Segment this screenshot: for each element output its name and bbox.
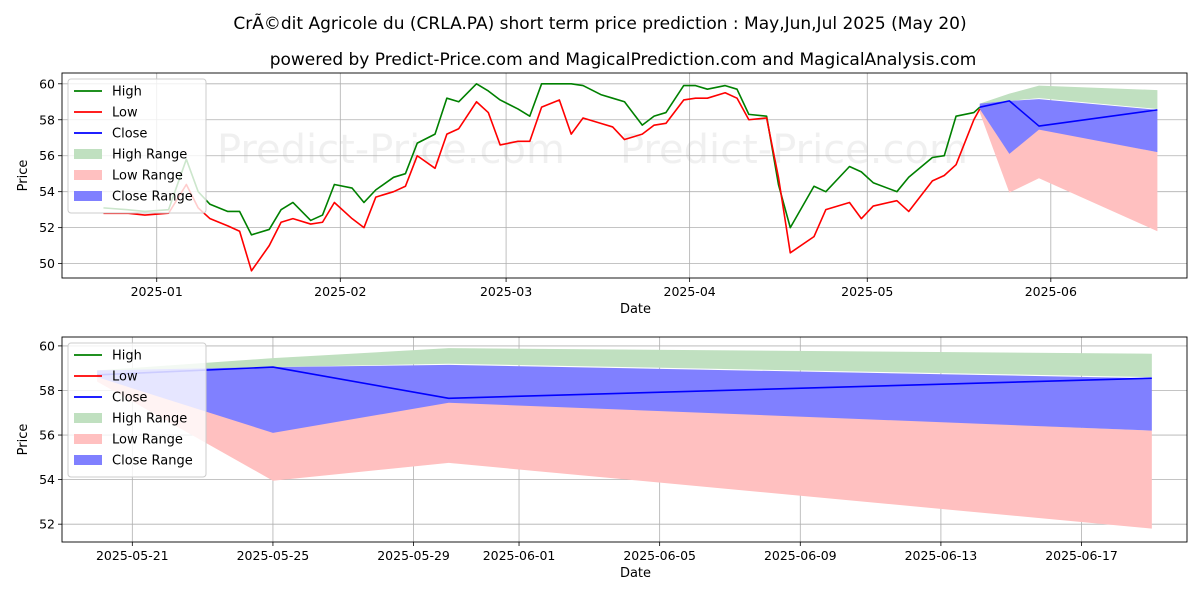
close-series-line [979,100,1158,127]
axes-frame [61,336,1188,543]
y-tick-label: 56 [39,428,55,443]
y-tick-label: 58 [39,383,55,398]
legend-label: High [112,349,142,364]
x-tick-label: 2025-06-17 [1045,548,1118,563]
y-axis-label: Price [16,160,31,192]
close-range-legend-swatch [74,455,102,465]
x-tick-label: 2025-06-13 [905,548,978,563]
high-range-legend-swatch [74,149,102,159]
x-tick-label: 2025-06-01 [483,548,556,563]
x-tick-label: 2025-02 [314,284,366,299]
legend-label: Low Range [112,433,183,448]
watermark-text: Predict-Price.com [217,127,565,173]
bottom-panel: Predict-Price.comPredict-Price.com525456… [16,336,1188,581]
chart-title: CrÃ©dit Agricole du (CRLA.PA) short term… [233,12,966,34]
low-range-legend-swatch [74,170,102,180]
legend-label: Close [112,127,147,142]
y-tick-label: 56 [39,148,55,163]
legend-box [67,342,207,478]
legend-label: High [112,85,142,100]
y-axis-label: Price [16,424,31,456]
high-range-band [97,348,1152,378]
x-tick-label: 2025-06 [1025,284,1077,299]
high-range-band [979,85,1158,109]
x-axis-label: Date [620,302,651,317]
x-tick-label: 2025-03 [480,284,532,299]
x-tick-label: 2025-01 [131,284,183,299]
high-series-line [103,82,981,236]
y-tick-label: 60 [39,76,55,91]
y-tick-label: 50 [39,256,55,271]
y-tick-label: 54 [39,184,55,199]
x-axis-label: Date [620,566,651,581]
close-range-band [97,364,1152,433]
top-panel: Predict-Price.com Predict-Price.com 50 52 54… [16,72,1188,317]
legend-label: Close Range [112,190,193,205]
x-tick-label: 2025-04 [664,284,716,299]
high-range-legend-swatch [74,413,102,423]
y-tick-label: 52 [39,517,55,532]
legend: High Low Close High Range Low Range Close Ran… [67,78,207,214]
x-tick-label: 2025-06-09 [764,548,837,563]
legend-label: Low [112,106,138,121]
legend: High Low Close High Range Low Range Close Ran… [67,342,207,478]
plot-area [103,82,1158,272]
low-series-line [103,91,981,272]
x-tick-label: 2025-05-29 [377,548,450,563]
legend-label: Low Range [112,169,183,184]
y-tick-label: 52 [39,220,55,235]
close-range-legend-swatch [74,191,102,201]
x-tick-label: 2025-06-05 [623,548,696,563]
x-tick-label: 2025-05-21 [96,548,169,563]
y-tick-label: 54 [39,472,55,487]
plot-area [97,348,1152,529]
low-range-legend-swatch [74,434,102,444]
legend-box [67,78,207,214]
legend-label: Low [112,370,138,385]
y-tick-label: 60 [39,338,55,353]
axes-frame [61,72,1188,279]
x-tick-label: 2025-05 [841,284,893,299]
chart-subtitle: powered by Predict-Price.com and Magical… [270,50,977,70]
watermark-text: Predict-Price.com [620,127,968,173]
legend-label: Close Range [112,454,193,469]
y-tick-label: 58 [39,112,55,127]
legend-label: Close [112,391,147,406]
legend-label: High Range [112,412,187,427]
legend-label: High Range [112,148,187,163]
x-tick-label: 2025-05-25 [237,548,310,563]
